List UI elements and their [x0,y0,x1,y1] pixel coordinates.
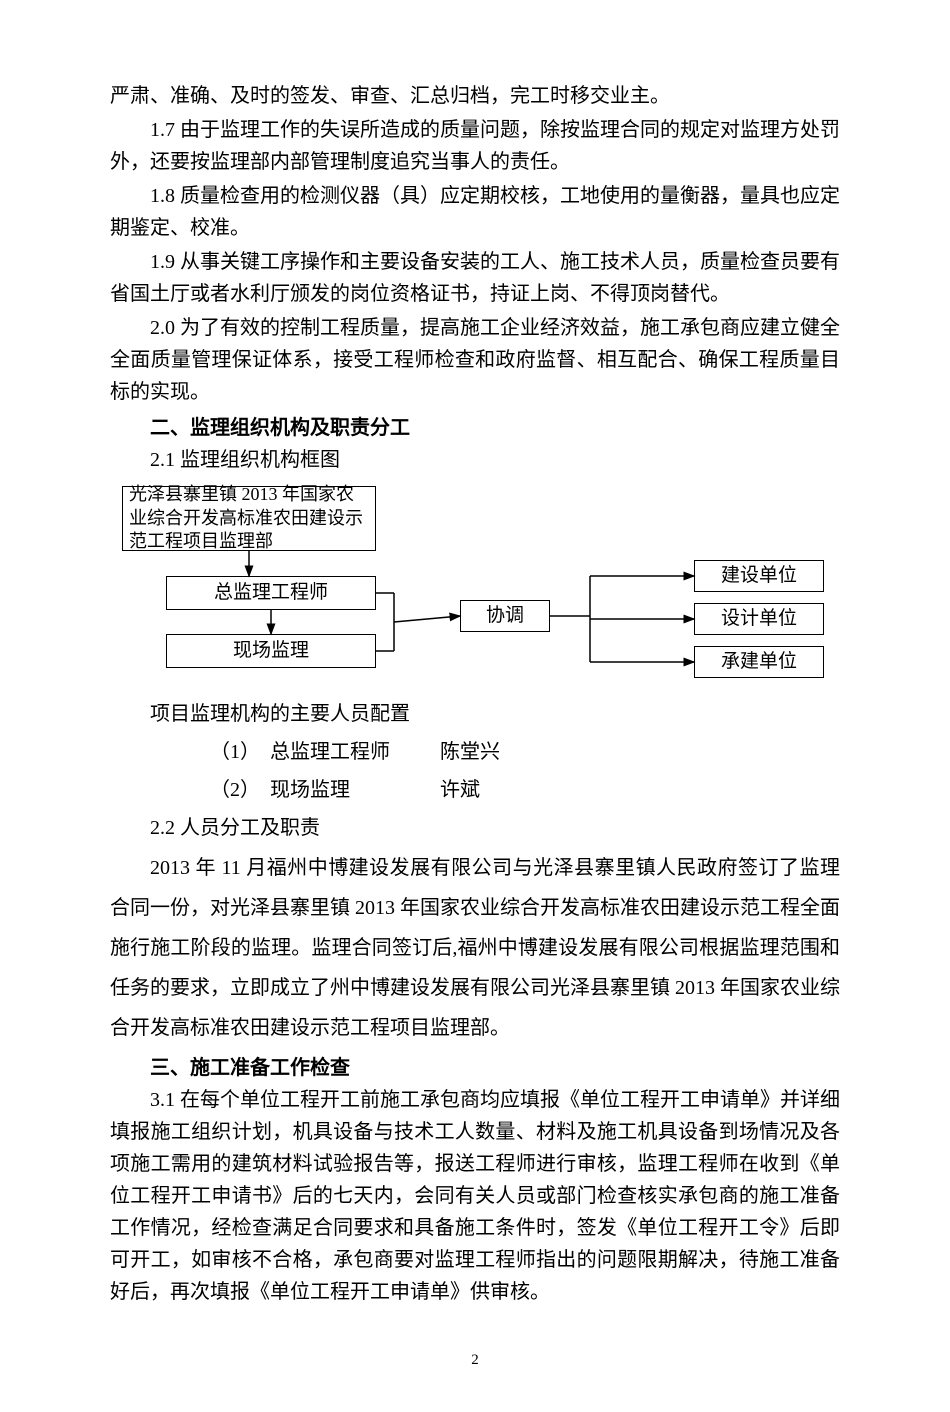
personnel-row-2: （2） 现场监理 许斌 [110,774,840,806]
continuation-line: 严肃、准确、及时的签发、审查、汇总归档，完工时移交业主。 [110,80,840,112]
personnel-list: （1） 总监理工程师 陈堂兴 （2） 现场监理 许斌 [110,736,840,806]
heading-2: 二、监理组织机构及职责分工 [110,412,840,444]
org-box-design_unit: 设计单位 [694,603,824,635]
org-box-root: 光泽县寨里镇 2013 年国家农业综合开发高标准农田建设示范工程项目监理部 [122,486,376,551]
paragraph-2-0: 2.0 为了有效的控制工程质量，提高施工企业经济效益，施工承包商应建立健全全面质… [110,312,840,408]
personnel-num-1: （1） [210,741,260,763]
personnel-config-heading: 项目监理机构的主要人员配置 [110,698,840,730]
body-2-2: 2013 年 11 月福州中博建设发展有限公司与光泽县寨里镇人民政府签订了监理合… [110,848,840,1048]
page-number: 2 [110,1348,840,1372]
personnel-name-2: 许斌 [440,774,480,806]
personnel-row-1: （1） 总监理工程师 陈堂兴 [110,736,840,768]
org-box-site: 现场监理 [166,634,376,668]
org-box-contractor: 承建单位 [694,646,824,678]
subheading-2-1: 2.1 监理组织机构框图 [110,444,840,476]
personnel-name-1: 陈堂兴 [440,736,500,768]
org-box-chief: 总监理工程师 [166,576,376,610]
org-box-coord: 协调 [460,600,550,632]
paragraph-1-9: 1.9 从事关键工序操作和主要设备安装的工人、施工技术人员，质量检查员要有省国土… [110,246,840,310]
personnel-title-1: 总监理工程师 [270,741,390,763]
personnel-role-1: （1） 总监理工程师 [210,736,440,768]
org-box-build_unit: 建设单位 [694,560,824,592]
subheading-2-2: 2.2 人员分工及职责 [110,812,840,844]
paragraph-1-7: 1.7 由于监理工作的失误所造成的质量问题，除按监理合同的规定对监理方处罚外，还… [110,114,840,178]
heading-3: 三、施工准备工作检查 [110,1052,840,1084]
org-chart-diagram: 光泽县寨里镇 2013 年国家农业综合开发高标准农田建设示范工程项目监理部总监理… [110,486,840,686]
personnel-num-2: （2） [210,779,260,801]
personnel-role-2: （2） 现场监理 [210,774,440,806]
personnel-title-2: 现场监理 [270,779,350,801]
paragraph-3-1: 3.1 在每个单位工程开工前施工承包商均应填报《单位工程开工申请单》并详细填报施… [110,1084,840,1308]
paragraph-1-8: 1.8 质量检查用的检测仪器（具）应定期校核，工地使用的量衡器，量具也应定期鉴定… [110,180,840,244]
